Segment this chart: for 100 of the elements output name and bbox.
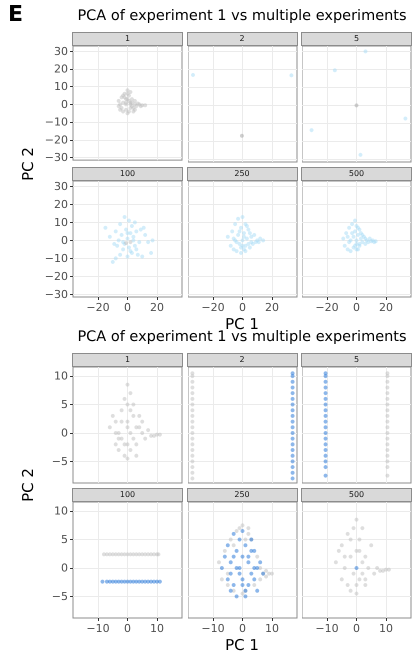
point	[126, 420, 130, 424]
point	[324, 454, 328, 458]
x-tick-label: 0	[124, 301, 131, 314]
point	[114, 430, 118, 435]
y-tick-label: 30	[54, 44, 68, 58]
chart-title: 2	[186, 32, 298, 46]
chart-title: 250	[186, 488, 298, 502]
x-tick-label: 10	[264, 622, 278, 635]
point	[228, 572, 232, 576]
point	[108, 234, 112, 239]
point	[341, 236, 346, 241]
y-tick-label: 10	[54, 80, 68, 94]
x-tick-label: −20	[86, 301, 110, 314]
point	[352, 526, 356, 530]
point	[219, 577, 224, 582]
point	[126, 236, 130, 241]
y-axis-title: PC 2	[19, 468, 37, 502]
point	[232, 222, 237, 226]
point	[116, 448, 121, 452]
point	[290, 408, 294, 412]
point	[131, 436, 136, 441]
y-tick-label: 20	[54, 62, 68, 76]
point	[324, 402, 328, 407]
point	[350, 231, 354, 236]
y-tick-label: −20	[44, 270, 68, 283]
point	[340, 577, 344, 582]
point	[240, 523, 244, 528]
point	[258, 236, 262, 241]
point	[324, 459, 328, 464]
point	[122, 442, 127, 446]
point	[254, 554, 259, 559]
point	[385, 448, 390, 452]
point	[254, 588, 259, 593]
point	[228, 538, 232, 542]
point	[231, 583, 236, 588]
point	[137, 425, 142, 430]
point	[146, 428, 150, 432]
point	[137, 240, 142, 244]
x-tick-label: −10	[86, 622, 110, 635]
point	[346, 234, 350, 239]
point	[114, 229, 118, 234]
point	[103, 226, 108, 230]
point	[143, 232, 148, 237]
point	[372, 572, 376, 576]
point	[222, 554, 226, 559]
point	[131, 414, 136, 418]
point	[190, 465, 194, 470]
point	[385, 454, 390, 458]
point	[403, 116, 408, 120]
point	[348, 554, 353, 559]
point	[290, 402, 294, 407]
point	[358, 236, 363, 241]
point	[346, 532, 350, 536]
point	[246, 583, 250, 588]
point	[290, 436, 294, 441]
point	[336, 548, 341, 553]
point	[134, 247, 138, 252]
point	[120, 420, 124, 424]
chart-title: 500	[301, 488, 412, 502]
point	[124, 108, 128, 112]
point	[241, 231, 246, 236]
point	[363, 577, 368, 582]
point	[237, 526, 242, 530]
point	[353, 229, 358, 234]
point	[290, 442, 294, 446]
point	[353, 218, 358, 223]
point	[240, 238, 244, 242]
point	[238, 226, 243, 230]
point	[225, 577, 230, 582]
point	[237, 229, 242, 234]
point	[237, 538, 242, 542]
point	[354, 103, 358, 108]
point	[348, 588, 353, 593]
point	[324, 442, 328, 446]
point	[190, 420, 194, 424]
point	[124, 228, 128, 232]
x-tick-label: −20	[315, 301, 339, 314]
point	[236, 216, 240, 221]
point	[152, 434, 156, 438]
point	[290, 380, 294, 384]
point	[385, 408, 390, 412]
point	[138, 228, 143, 232]
point	[150, 238, 155, 242]
point	[264, 574, 268, 578]
point	[240, 214, 244, 219]
point	[238, 250, 243, 255]
point	[143, 436, 148, 441]
point	[385, 371, 390, 376]
x-tick-label: 20	[150, 301, 164, 314]
point	[126, 382, 130, 387]
point	[132, 244, 137, 248]
point	[130, 224, 134, 228]
point	[122, 396, 127, 401]
point	[116, 98, 121, 103]
point	[219, 566, 224, 570]
point	[369, 543, 374, 548]
y-tick-label: −10	[44, 116, 68, 129]
point	[248, 234, 253, 239]
point	[236, 232, 240, 237]
point	[128, 391, 132, 396]
